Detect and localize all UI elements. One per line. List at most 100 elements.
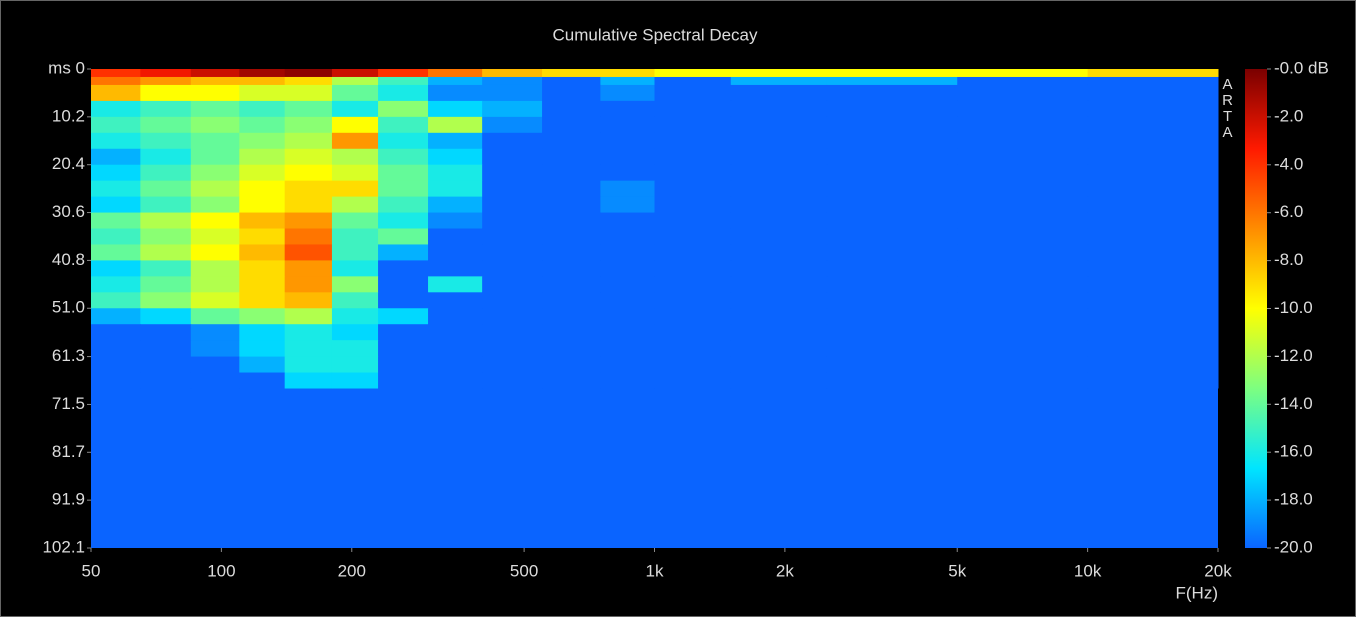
heatmap-cell [826,100,958,118]
heatmap-cell [957,308,1089,325]
color-bar-label: -16.0 [1274,442,1313,461]
heatmap-cell [600,164,655,182]
heatmap-cell [378,100,429,118]
heatmap-cell [482,132,543,150]
heatmap-cell [482,356,543,374]
heatmap-cell [331,292,379,309]
heatmap-cell [284,372,333,389]
heatmap-cell [654,180,732,198]
heatmap-cell [239,84,286,102]
heatmap-cell [91,212,141,230]
heatmap-cell [428,84,483,102]
heatmap-cell [826,196,958,214]
heatmap-cell [1087,212,1219,230]
heatmap-cell [428,212,483,230]
heatmap-cell [190,84,240,102]
heatmap-cell [284,196,333,214]
heatmap-cell [378,372,429,389]
heatmap-cell [239,228,286,245]
heatmap-cell [957,116,1089,134]
heatmap-cell [140,308,192,325]
heatmap-cell [239,116,286,134]
heatmap-cell [600,244,655,261]
heatmap-cell [826,308,958,325]
heatmap-cell [190,340,240,358]
heatmap-cell [482,116,543,134]
heatmap-cell [91,228,141,245]
heatmap-cell [654,212,732,230]
heatmap-cell [428,292,483,309]
heatmap-cell [331,132,379,150]
y-tick-label: 71.5 [52,394,85,413]
heatmap-cell [600,324,655,341]
heatmap-cell [140,340,192,358]
heatmap-cell [1087,180,1219,198]
heatmap-cell [190,164,240,182]
heatmap-cell [428,132,483,150]
heatmap-cell [428,308,483,325]
heatmap-cell [826,260,958,277]
color-bar [1245,69,1267,548]
heatmap-cell [91,100,141,118]
heatmap-cell [826,180,958,198]
heatmap-cell [140,132,192,150]
heatmap-cell [600,84,655,102]
heatmap-cell [284,308,333,325]
heatmap-cell [378,260,429,277]
heatmap-cell [957,84,1089,102]
heatmap-cell [378,164,429,182]
heatmap-cell [190,244,240,261]
heatmap-cell [140,116,192,134]
heatmap-cell [826,276,958,293]
heatmap-cell [428,276,483,293]
heatmap-cell [600,116,655,134]
heatmap-cell [957,276,1089,293]
heatmap-cell [600,308,655,325]
heatmap-cell [140,292,192,309]
heatmap-cell [378,212,429,230]
heatmap-cell [284,76,333,86]
heatmap-cell [190,69,240,78]
heatmap-cell [239,100,286,118]
heatmap-cell [600,180,655,198]
x-axis-label: F(Hz) [1176,583,1218,602]
heatmap-cell [140,164,192,182]
heatmap-cell [957,180,1089,198]
heatmap-cell [239,340,286,358]
heatmap-cell [91,340,141,358]
heatmap-cell [600,276,655,293]
heatmap-cell [284,356,333,374]
heatmap-cell [190,372,240,389]
heatmap-cell [482,228,543,245]
heatmap-cell [482,212,543,230]
heatmap-cell [1087,324,1219,341]
heatmap-cell [600,228,655,245]
heatmap-cell [1087,116,1219,134]
heatmap-cell [826,148,958,166]
heatmap-cell [331,260,379,277]
heatmap-cell [730,276,828,293]
heatmap-cell [957,340,1089,358]
heatmap-cell [239,164,286,182]
color-bar-label: -8.0 [1274,250,1303,269]
heatmap-cell [1087,148,1219,166]
heatmap-cell [331,324,379,341]
heatmap-cell [284,260,333,277]
heatmap-cell [331,244,379,261]
heatmap-cell [542,292,601,309]
heatmap-cell [140,100,192,118]
heatmap-cell [428,180,483,198]
heatmap-cell [542,69,601,78]
heatmap-cell [190,100,240,118]
heatmap-cell [378,148,429,166]
heatmap-cell [239,372,286,389]
y-tick-label: 30.6 [52,202,85,221]
heatmap-cell [91,276,141,293]
heatmap-cell [284,324,333,341]
heatmap-cell [331,69,379,78]
heatmap-cell [654,196,732,214]
heatmap-cell [190,356,240,374]
heatmap-cell [654,308,732,325]
heatmap-cell [600,196,655,214]
heatmap-cell [284,164,333,182]
